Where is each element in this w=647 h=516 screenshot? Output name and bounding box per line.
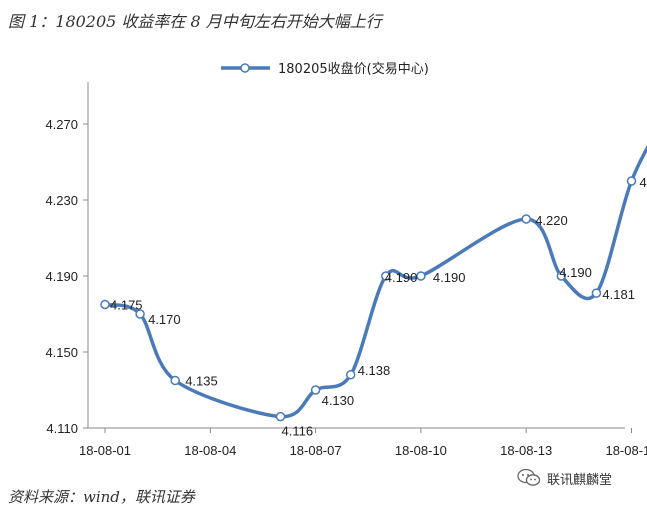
data-point	[381, 271, 391, 281]
y-tick-label: 4.270	[45, 117, 78, 132]
data-point	[170, 375, 180, 386]
chart-axes: 4.110 4.150 4.190 4.230 4.270 18-08-01 18-08-0…	[45, 82, 647, 458]
data-label: 4.175	[110, 298, 143, 313]
data-label: 4.190	[559, 265, 592, 280]
data-label: 4.190	[385, 270, 418, 285]
x-tick-label: 18-08-10	[395, 443, 447, 458]
data-label: 4.170	[148, 312, 181, 327]
data-point	[626, 176, 637, 186]
y-tick-label: 4.150	[45, 345, 78, 360]
data-point	[416, 271, 426, 281]
watermark-text: 联讯麒麟堂	[547, 472, 613, 488]
data-label: 4.220	[535, 213, 568, 228]
data-label: 4.138	[358, 363, 391, 378]
chart-legend: 180205收盘价(交易中心)	[221, 61, 429, 77]
wechat-icon	[517, 468, 541, 486]
data-label: 4.181	[602, 287, 635, 302]
watermark: 联讯麒麟堂	[517, 468, 612, 488]
legend-marker	[240, 63, 250, 73]
data-point	[275, 411, 286, 422]
data-label: 4.190	[433, 270, 466, 285]
data-point	[556, 271, 567, 281]
y-tick-label: 4.190	[45, 269, 78, 284]
data-label: 4.130	[322, 393, 355, 408]
x-tick-label: 18-08-07	[290, 443, 342, 458]
figure-title: 图 1：180205 收益率在 8 月中旬左右开始大幅上行	[8, 12, 382, 31]
data-point	[135, 309, 145, 319]
chart-series	[100, 144, 647, 422]
y-tick-label: 4.230	[45, 193, 78, 208]
x-tick-label: 18-08-13	[500, 443, 552, 458]
y-tick-label: 4.110	[46, 421, 78, 436]
data-label: 4.116	[282, 424, 314, 439]
data-label: 4.240	[640, 175, 647, 190]
data-point	[100, 299, 110, 310]
data-label: 4.135	[185, 374, 218, 389]
x-tick-label: 18-08-04	[184, 443, 236, 458]
source-note: 资料来源：wind，联讯证券	[8, 488, 195, 506]
data-point	[310, 385, 321, 395]
data-point	[345, 370, 356, 380]
data-point	[521, 214, 531, 224]
legend-label: 180205收盘价(交易中心)	[278, 61, 429, 77]
x-tick-label: 18-08-01	[79, 443, 131, 458]
data-point	[591, 288, 602, 298]
x-tick-label: 18-08-16	[605, 443, 647, 458]
